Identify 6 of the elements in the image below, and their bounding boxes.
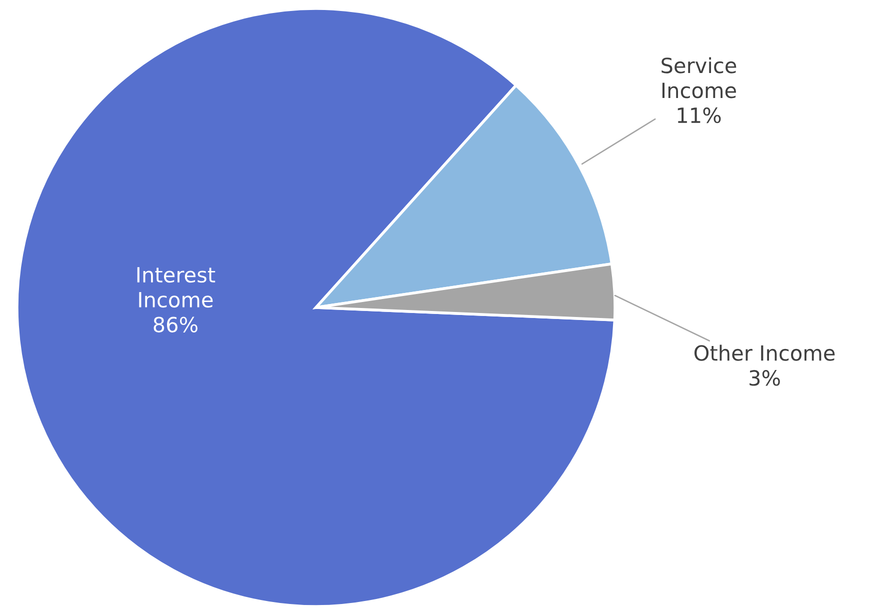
- slice-label: Service Income: [662, 57, 736, 98]
- slice-label: Interest Income: [137, 267, 216, 308]
- data-label: 11%: [678, 107, 721, 124]
- slice-label: Other Income: [694, 344, 835, 361]
- data-label: 3%: [750, 370, 780, 386]
- data-label: 86%: [154, 316, 198, 332]
